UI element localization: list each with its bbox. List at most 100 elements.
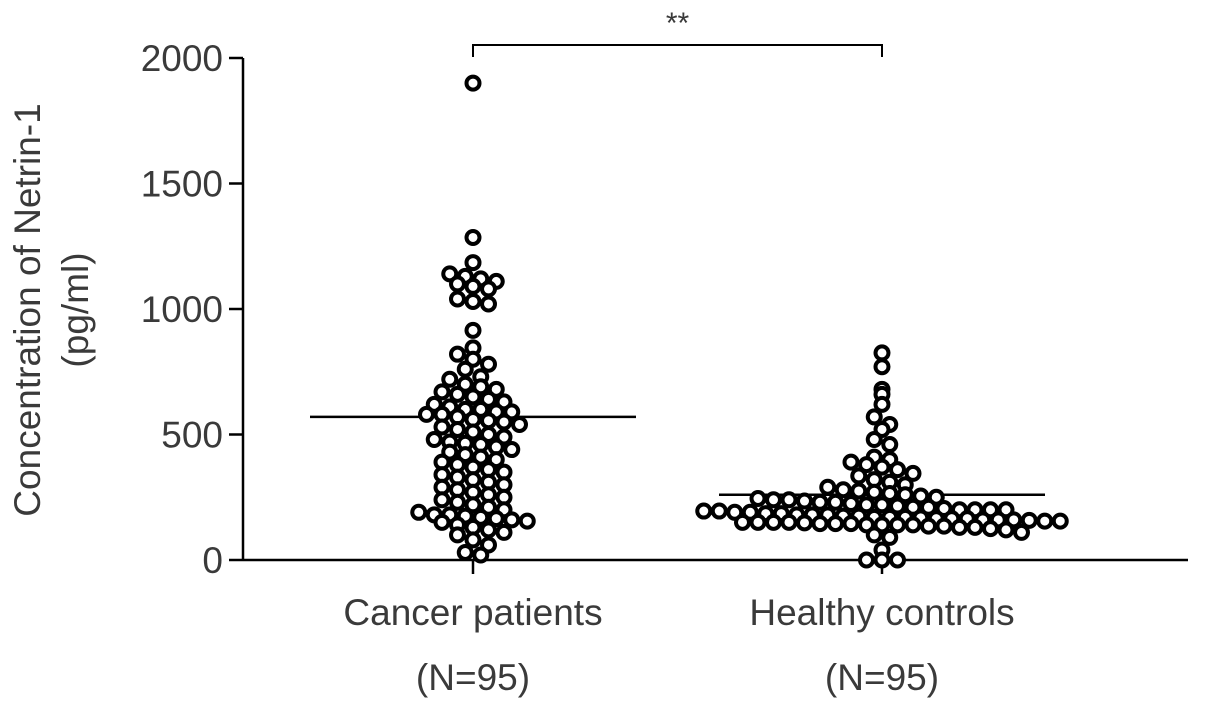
y-tick-label: 1500 bbox=[141, 164, 223, 205]
data-point bbox=[865, 483, 883, 501]
data-point bbox=[480, 521, 497, 539]
data-point bbox=[425, 431, 443, 449]
data-point bbox=[449, 385, 466, 403]
data-point bbox=[896, 486, 914, 504]
data-point bbox=[912, 487, 930, 505]
data-point bbox=[811, 515, 829, 533]
data-point bbox=[997, 521, 1015, 539]
data-point bbox=[904, 516, 922, 534]
y-tick-label: 1000 bbox=[141, 289, 223, 330]
data-point bbox=[495, 523, 513, 541]
data-point bbox=[842, 453, 860, 471]
data-point bbox=[881, 436, 899, 454]
data-point bbox=[873, 496, 891, 514]
data-point bbox=[966, 518, 984, 536]
data-point bbox=[480, 280, 497, 298]
data-point bbox=[464, 74, 482, 92]
data-point bbox=[951, 518, 968, 536]
data-point bbox=[456, 360, 474, 378]
data-point bbox=[827, 515, 844, 533]
data-point bbox=[765, 491, 782, 509]
data-point bbox=[889, 497, 906, 515]
data-point bbox=[695, 502, 713, 520]
data-point bbox=[881, 484, 899, 502]
data-point bbox=[441, 370, 459, 388]
y-tick-label: 500 bbox=[161, 415, 223, 456]
category-label: Healthy controls bbox=[749, 592, 1014, 633]
data-point bbox=[873, 358, 891, 376]
data-point bbox=[464, 531, 482, 549]
category-count-label: (N=95) bbox=[416, 657, 530, 698]
data-point bbox=[873, 344, 891, 362]
data-point bbox=[464, 388, 482, 406]
data-point bbox=[464, 254, 482, 272]
data-point bbox=[472, 546, 490, 564]
data-point bbox=[827, 493, 844, 511]
data-point bbox=[464, 228, 482, 246]
data-point bbox=[749, 490, 767, 508]
data-point bbox=[935, 517, 953, 535]
data-point bbox=[749, 513, 767, 531]
y-axis-label-unit: (pg/ml) bbox=[55, 252, 96, 367]
category-label: Cancer patients bbox=[343, 592, 602, 633]
y-tick-label: 0 bbox=[202, 540, 223, 581]
data-point bbox=[1036, 512, 1054, 530]
data-point bbox=[889, 516, 906, 534]
data-point bbox=[449, 526, 466, 544]
category-count-label: (N=95) bbox=[825, 657, 939, 698]
data-point bbox=[982, 520, 999, 538]
data-point bbox=[865, 431, 883, 449]
data-point bbox=[710, 502, 728, 520]
data-point bbox=[464, 321, 482, 339]
data-point bbox=[433, 513, 451, 531]
data-point bbox=[511, 415, 528, 433]
data-point bbox=[449, 420, 466, 438]
data-point bbox=[796, 492, 813, 510]
data-point bbox=[920, 498, 937, 516]
data-point bbox=[433, 418, 451, 436]
data-point bbox=[464, 292, 482, 310]
data-point bbox=[418, 405, 435, 423]
y-axis-label: Concentration of Netrin-1 bbox=[7, 103, 48, 516]
data-point bbox=[449, 345, 466, 363]
data-point bbox=[850, 467, 868, 485]
data-point bbox=[904, 464, 922, 482]
data-point bbox=[449, 275, 466, 293]
data-point bbox=[1051, 512, 1069, 530]
data-point bbox=[1013, 523, 1030, 541]
data-point bbox=[834, 481, 852, 499]
data-point bbox=[1020, 511, 1038, 529]
data-point bbox=[858, 456, 875, 474]
data-point bbox=[873, 395, 891, 413]
mean-lines bbox=[310, 415, 1045, 496]
data-point bbox=[858, 551, 875, 569]
data-point bbox=[433, 383, 451, 401]
data-point bbox=[858, 496, 875, 514]
data-point bbox=[503, 441, 521, 459]
data-point bbox=[865, 526, 883, 544]
data-point bbox=[518, 512, 536, 530]
data-point bbox=[842, 515, 860, 533]
data-point bbox=[865, 408, 883, 426]
significance-label: ** bbox=[666, 7, 690, 40]
data-point bbox=[495, 413, 513, 431]
data-point bbox=[920, 517, 937, 535]
data-point bbox=[480, 295, 497, 313]
data-point bbox=[464, 277, 482, 295]
axes: 0 500 1000 1500 2000 bbox=[141, 38, 1188, 581]
data-point bbox=[734, 513, 751, 531]
data-point bbox=[480, 412, 497, 430]
category-labels: Cancer patients (N=95) Healthy controls (N=… bbox=[343, 592, 1014, 698]
data-point bbox=[456, 543, 474, 561]
data-point bbox=[464, 423, 482, 441]
data-point bbox=[449, 290, 466, 308]
data-point bbox=[842, 495, 860, 513]
data-point bbox=[503, 511, 521, 529]
data-point bbox=[819, 478, 837, 496]
data-point bbox=[449, 493, 466, 511]
data-point bbox=[850, 482, 868, 500]
significance-bracket: ** bbox=[472, 7, 883, 57]
data-point bbox=[780, 513, 798, 531]
data-points bbox=[410, 74, 1069, 569]
